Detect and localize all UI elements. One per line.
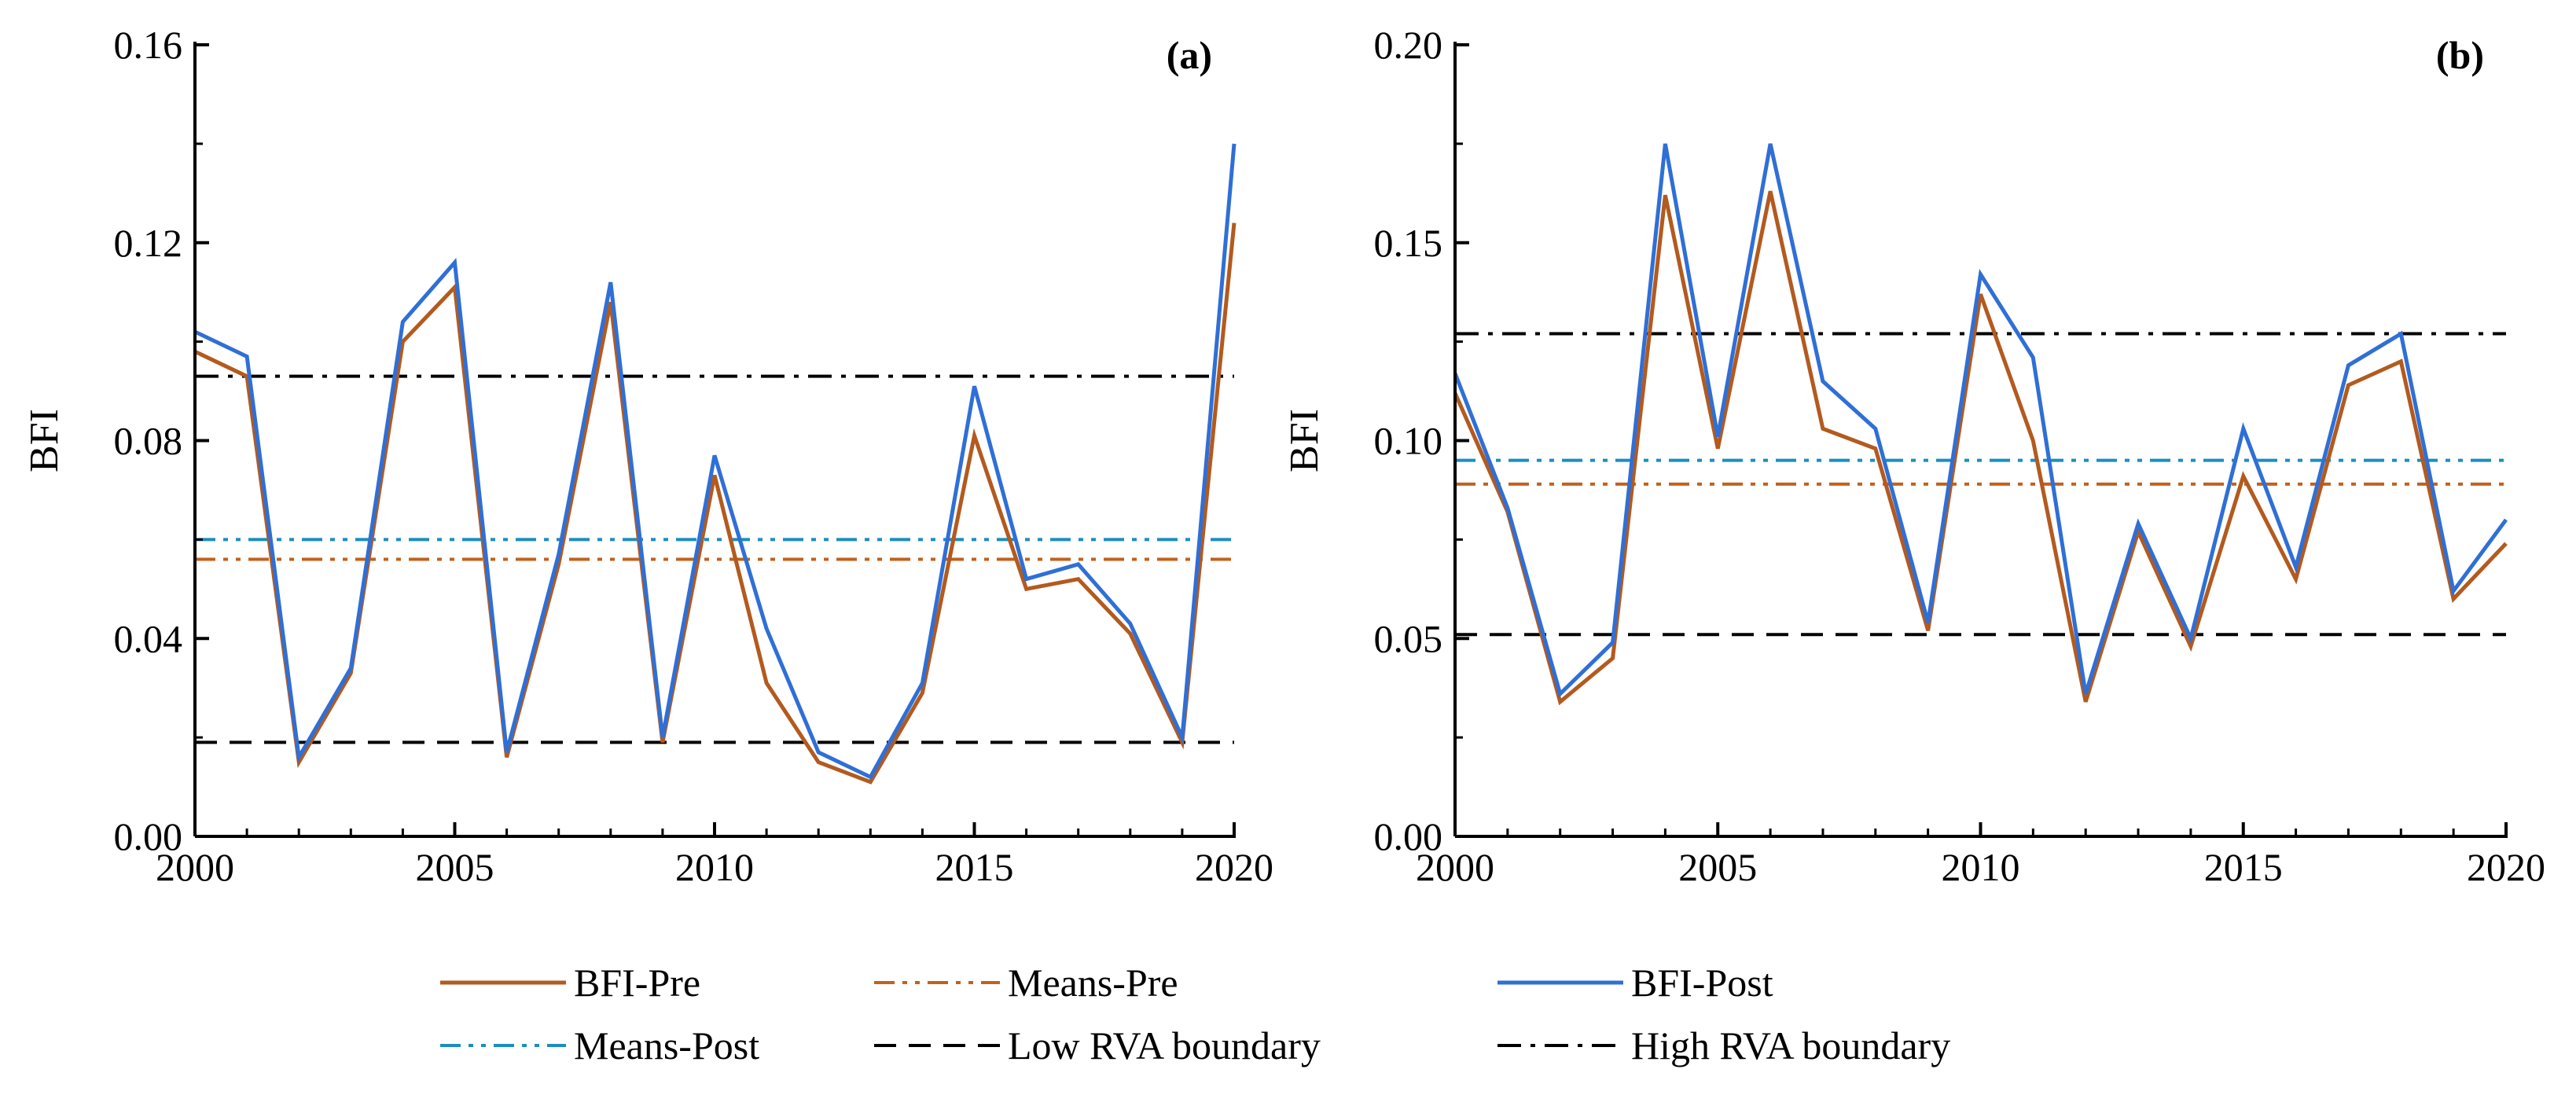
panel-label: (a): [1167, 33, 1212, 77]
legend-item-bfi-pre: BFI-Pre: [440, 961, 700, 1005]
legend-item-means-pre: Means-Pre: [874, 961, 1178, 1005]
legend-label: BFI-Post: [1631, 961, 1773, 1005]
series-line-bfi-post: [193, 143, 1237, 780]
y-tick-label: 0.10: [1374, 419, 1443, 463]
y-tick-label: 0.20: [1374, 23, 1443, 67]
y-tick-label: 0.04: [114, 616, 183, 660]
x-tick-label: 2010: [675, 845, 754, 889]
y-tick-label: 0.00: [114, 814, 183, 858]
legend-item-bfi-post: BFI-Post: [1497, 961, 1773, 1005]
legend-label: BFI-Pre: [574, 961, 700, 1005]
x-tick-label: 2020: [1195, 845, 1273, 889]
x-tick-label: 2015: [935, 845, 1014, 889]
x-tick-label: 2015: [2204, 845, 2283, 889]
legend-item-low-rva: Low RVA boundary: [874, 1023, 1321, 1067]
series-line-bfi-post: [1453, 143, 2508, 698]
x-tick-label: 2000: [156, 845, 234, 889]
panel-a: 0.00 0.04 0.08 0.12 0.16 2000 2005 2010 2015 2020…: [22, 23, 1273, 889]
series-line-bfi-pre: [1453, 190, 2508, 706]
y-tick-label: 0.05: [1374, 616, 1443, 660]
y-axis-title: BFI: [1282, 409, 1327, 472]
y-tick-label: 0.15: [1374, 221, 1443, 265]
y-tick-label: 0.00: [1374, 814, 1443, 858]
x-tick-label: 2005: [416, 845, 494, 889]
legend-label: Low RVA boundary: [1008, 1023, 1321, 1067]
y-tick-label: 0.16: [114, 23, 183, 67]
panel-b: 0.00 0.05 0.10 0.15 0.20 2000 2005 2010 2015 2020…: [1282, 23, 2545, 889]
y-tick-label: 0.08: [114, 419, 183, 463]
x-tick-label: 2005: [1678, 845, 1757, 889]
legend-label: Means-Post: [574, 1023, 759, 1067]
legend-label: High RVA boundary: [1631, 1023, 1950, 1067]
legend-label: Means-Pre: [1008, 961, 1178, 1005]
legend-item-high-rva: High RVA boundary: [1497, 1023, 1950, 1067]
x-tick-label: 2020: [2467, 845, 2545, 889]
legend-item-means-post: Means-Post: [440, 1023, 759, 1067]
x-tick-label: 2010: [1942, 845, 2020, 889]
series-line-bfi-pre: [193, 222, 1237, 785]
panel-label: (b): [2436, 33, 2484, 77]
legend: BFI-Pre Means-Pre BFI-Post Means-Post Low RV…: [440, 961, 1950, 1067]
y-axis-title: BFI: [22, 409, 67, 472]
x-tick-label: 2000: [1416, 845, 1494, 889]
y-tick-label: 0.12: [114, 221, 183, 265]
